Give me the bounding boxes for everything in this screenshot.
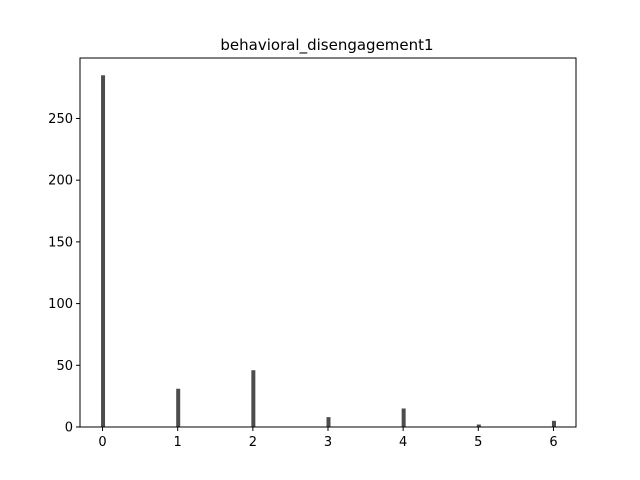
x-tick-label: 2	[249, 435, 257, 450]
y-tick-label: 0	[65, 421, 73, 436]
x-tick-label: 6	[549, 435, 557, 450]
x-axis: 0 1 2 3 4 5 6	[98, 427, 558, 450]
chart-title: behavioral_disengagement1	[220, 36, 433, 55]
y-tick-label: 200	[48, 174, 73, 189]
x-tick-label: 3	[324, 435, 332, 450]
bar	[176, 388, 181, 427]
bar	[401, 408, 406, 427]
bar	[476, 424, 481, 427]
plot-frame	[79, 57, 577, 428]
bar	[251, 370, 256, 427]
x-tick-label: 1	[174, 435, 182, 450]
y-tick-label: 150	[48, 235, 73, 250]
y-tick-label: 50	[56, 359, 73, 374]
bar	[101, 75, 106, 428]
y-tick-label: 250	[48, 112, 73, 127]
y-tick-label: 100	[48, 297, 73, 312]
bar	[326, 417, 331, 427]
x-tick-label: 5	[474, 435, 482, 450]
bars-group	[101, 75, 556, 428]
y-axis: 0 50 100 150 200 250	[48, 112, 80, 436]
x-tick-label: 0	[98, 435, 106, 450]
x-tick-label: 4	[399, 435, 407, 450]
bar	[551, 420, 556, 427]
